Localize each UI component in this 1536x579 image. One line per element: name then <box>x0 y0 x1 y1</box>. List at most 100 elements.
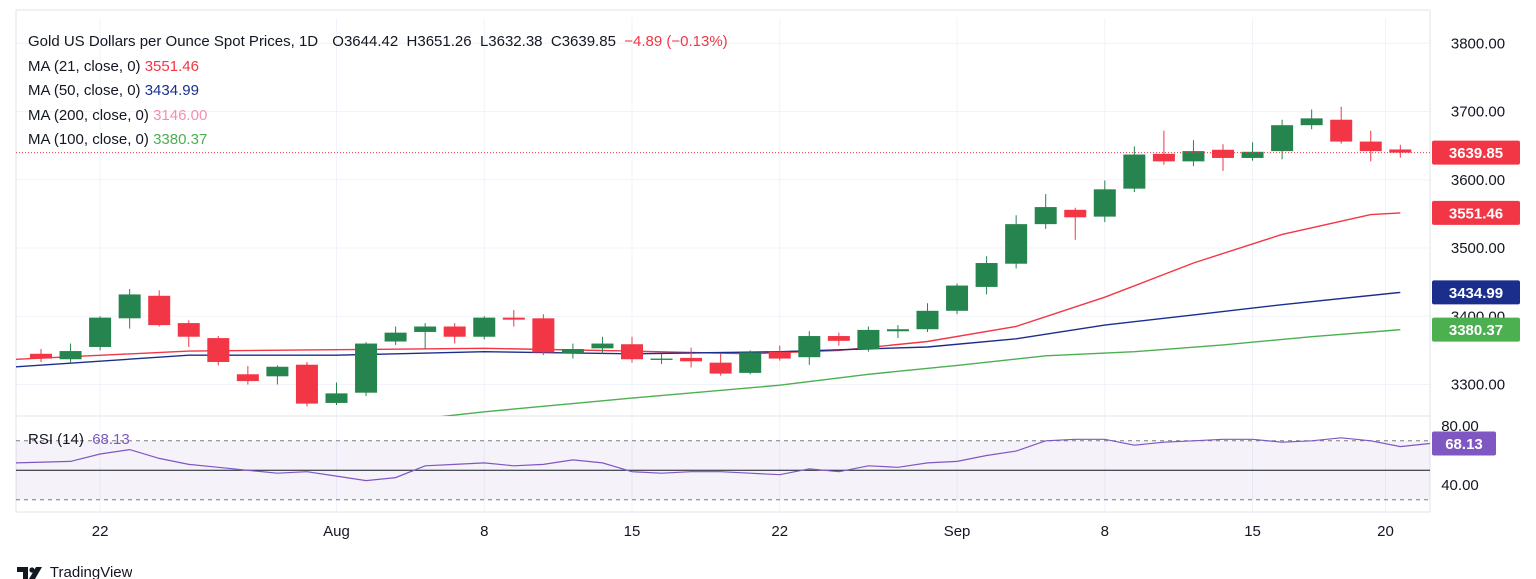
rsi-pane <box>15 437 1430 501</box>
time-tick-label: Aug <box>323 523 350 540</box>
candle-body <box>621 344 643 360</box>
candle <box>798 331 821 365</box>
price-tag: 3434.99 <box>1432 280 1520 305</box>
time-tick-label: 8 <box>1101 523 1109 540</box>
price-tick-label: 3800.00 <box>1451 35 1505 52</box>
candle-body <box>89 317 112 347</box>
candle-body <box>1241 151 1264 158</box>
price-tag-label: 3639.85 <box>1449 145 1503 162</box>
ma50-value: 3434.99 <box>144 82 199 99</box>
candle-body <box>355 343 378 393</box>
candle-body <box>443 326 466 337</box>
ma200-label: MA (200, close, 0) <box>28 106 149 124</box>
candle <box>1359 130 1382 162</box>
ma50-legend: MA (50, close, 0) 3434.99 <box>28 79 728 104</box>
ma-line <box>440 329 1401 416</box>
candle-body <box>266 366 289 377</box>
price-tag-bg <box>1432 200 1520 225</box>
price-axis: 3800.003700.003600.003500.003400.003300.… <box>1441 35 1505 494</box>
grid <box>16 18 1430 512</box>
candle <box>886 325 909 339</box>
brand-name: TradingView <box>49 564 133 579</box>
candle-body <box>1005 224 1028 264</box>
chart-border <box>15 9 1431 513</box>
price-tag: 3551.46 <box>1432 200 1520 225</box>
price-tag-label: 3380.37 <box>1449 322 1503 339</box>
open-value: O3644.42 <box>332 33 399 50</box>
candles <box>30 106 1412 407</box>
low-value: L3632.38 <box>479 33 543 50</box>
price-tag-label: 3434.99 <box>1449 285 1503 302</box>
candle-body <box>827 336 850 341</box>
candle <box>857 326 880 352</box>
candle-body <box>414 326 437 332</box>
candle-body <box>1212 149 1234 158</box>
candle <box>768 345 791 361</box>
candle <box>591 336 614 354</box>
ma200-value: 3146.00 <box>153 106 208 124</box>
time-tick-label: 22 <box>771 523 788 540</box>
candle-body <box>473 317 496 337</box>
price-tag-bg <box>1432 317 1520 342</box>
ma100-label: MA (100, close, 0) <box>28 131 149 148</box>
rsi-tick-label: 80.00 <box>1441 418 1479 435</box>
time-tick-label: 20 <box>1377 523 1394 540</box>
close-value: C3639.85 <box>550 33 616 50</box>
time-tick-label: 22 <box>92 523 109 540</box>
candle <box>680 347 703 368</box>
ma21-value: 3551.46 <box>144 57 199 75</box>
candle <box>1212 144 1234 171</box>
candle-body <box>946 285 969 311</box>
rsi-tag-label: 68.13 <box>1445 436 1483 453</box>
symbol-title: Gold US Dollars per Ounce Spot Prices, 1… <box>28 33 319 50</box>
candle-body <box>857 329 880 350</box>
candle <box>30 349 52 362</box>
candle <box>1271 119 1294 160</box>
chart-legend: Gold US Dollars per Ounce Spot Prices, 1… <box>28 30 728 153</box>
candle <box>916 303 939 332</box>
ma50-label: MA (50, close, 0) <box>28 82 141 99</box>
candle <box>709 353 732 376</box>
candle-body <box>1389 149 1412 153</box>
tradingview-logo[interactable]: TradingView <box>16 564 132 579</box>
ma21-legend: MA (21, close, 0) 3551.46 <box>28 55 728 80</box>
candle-body <box>798 336 821 358</box>
candle-body <box>1152 153 1175 162</box>
ma100-legend: MA (100, close, 0) 3380.37 <box>28 128 728 153</box>
candle <box>443 323 466 344</box>
candle <box>148 290 171 327</box>
price-tag: 3639.85 <box>1432 140 1520 165</box>
candle <box>975 256 998 295</box>
price-tag-label: 3551.46 <box>1449 205 1503 222</box>
candle <box>1005 215 1028 269</box>
candle-body <box>739 352 762 373</box>
candle <box>1152 130 1175 165</box>
rsi-line <box>15 437 1430 482</box>
candle-body <box>295 364 318 404</box>
candle <box>1330 106 1353 144</box>
ma21-label: MA (21, close, 0) <box>28 57 141 75</box>
candle <box>1182 140 1205 167</box>
price-tag: 3380.37 <box>1432 317 1520 342</box>
candle-body <box>325 393 348 403</box>
price-tag-bg <box>1432 280 1520 305</box>
change-value: −4.89 (−0.13%) <box>624 33 728 50</box>
price-tick-label: 3600.00 <box>1451 172 1505 189</box>
candle <box>561 343 584 359</box>
candle-body <box>384 332 407 342</box>
candle <box>502 310 525 327</box>
candle <box>1241 142 1264 161</box>
candle <box>621 336 643 363</box>
tradingview-icon <box>17 567 42 579</box>
rsi-tag: 68.13 <box>1432 431 1496 456</box>
candle <box>1123 146 1146 193</box>
candle <box>266 365 289 385</box>
candle <box>118 288 141 329</box>
time-axis: 22 Aug 8 15 22 Sep 8 15 20 <box>92 523 1394 540</box>
candle <box>650 353 673 365</box>
candle-body <box>118 294 141 319</box>
candle-body <box>591 343 614 349</box>
candle <box>1034 194 1057 229</box>
candle-body <box>502 317 525 320</box>
